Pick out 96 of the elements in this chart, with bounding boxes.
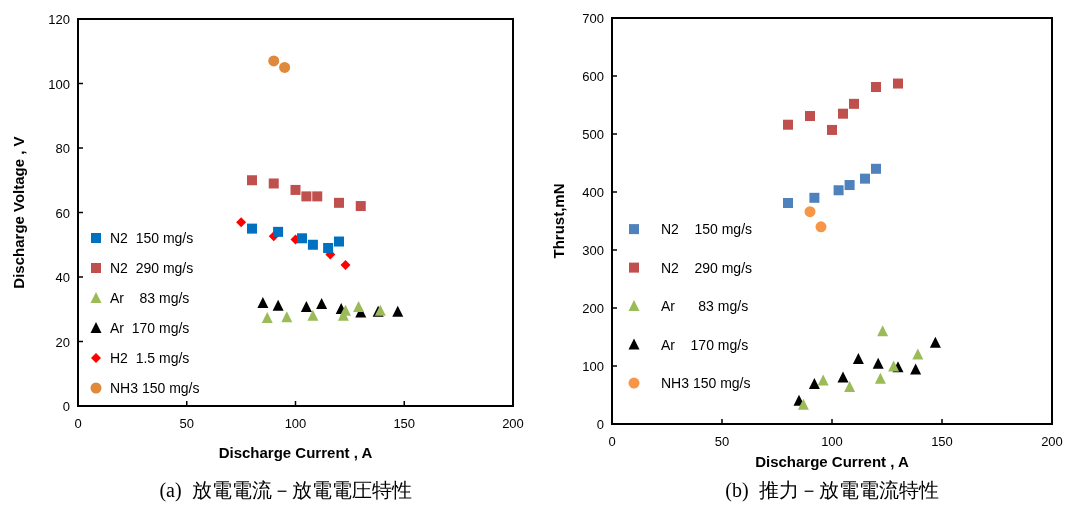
point bbox=[307, 239, 318, 250]
point bbox=[279, 61, 291, 73]
point bbox=[334, 197, 344, 208]
point bbox=[392, 305, 404, 317]
point bbox=[849, 98, 859, 109]
y-tick-label: 600 bbox=[582, 69, 604, 84]
point bbox=[355, 201, 366, 212]
point bbox=[797, 398, 809, 410]
y-axis-title: Discharge Voltage , V bbox=[10, 136, 27, 289]
point bbox=[874, 372, 886, 384]
legend-label: Ar 83 mg/s bbox=[661, 298, 749, 315]
point bbox=[340, 260, 351, 271]
point bbox=[888, 360, 900, 372]
point bbox=[301, 191, 312, 202]
point bbox=[837, 371, 849, 383]
legend-label: NH3 150 mg/s bbox=[661, 375, 751, 392]
text: (b) 推力－放電電流特性 bbox=[725, 479, 939, 502]
point bbox=[910, 363, 922, 375]
x-axis-title: Discharge Current , A bbox=[755, 453, 909, 470]
y-tick-label: 700 bbox=[582, 11, 604, 26]
point bbox=[804, 206, 816, 218]
x-tick-label: 50 bbox=[179, 416, 194, 431]
point bbox=[340, 304, 352, 316]
point bbox=[852, 353, 864, 365]
y-tick-label: 500 bbox=[582, 127, 604, 142]
legend-label: Ar 170 mg/s bbox=[661, 336, 749, 353]
x-axis-title: Discharge Current , A bbox=[218, 444, 373, 461]
point bbox=[247, 223, 257, 234]
point bbox=[268, 55, 280, 67]
point bbox=[805, 111, 815, 122]
point bbox=[268, 178, 279, 189]
point bbox=[316, 298, 328, 310]
legend-label: N2 150 mg/s bbox=[661, 221, 753, 238]
y-tick-label: 0 bbox=[62, 399, 70, 414]
x-tick-label: 0 bbox=[608, 434, 616, 449]
y-tick-label: 300 bbox=[582, 243, 604, 258]
y-tick-label: 20 bbox=[55, 334, 70, 350]
point bbox=[833, 185, 844, 196]
y-tick-label: 100 bbox=[582, 359, 604, 374]
point bbox=[783, 198, 793, 209]
point bbox=[827, 124, 837, 135]
point bbox=[783, 119, 793, 130]
point bbox=[272, 299, 284, 311]
point bbox=[312, 191, 323, 202]
x-tick-label: 100 bbox=[821, 434, 843, 449]
point bbox=[808, 377, 820, 389]
point bbox=[872, 357, 884, 369]
x-tick-label: 0 bbox=[74, 416, 82, 431]
y-tick-label: 80 bbox=[55, 141, 70, 156]
x-tick-label: 200 bbox=[502, 416, 524, 431]
x-tick-label: 50 bbox=[714, 434, 730, 449]
legend-label: NH3 150 mg/s bbox=[110, 380, 200, 396]
point bbox=[261, 311, 273, 323]
point bbox=[871, 82, 881, 93]
legend-label: N2 290 mg/s bbox=[661, 259, 753, 276]
point bbox=[353, 300, 365, 312]
y-axis-title: Thrust,mN bbox=[550, 183, 567, 259]
point bbox=[893, 78, 903, 89]
y-tick-label: 120 bbox=[48, 12, 70, 27]
point bbox=[281, 311, 293, 323]
point bbox=[844, 180, 855, 191]
x-tick-label: 100 bbox=[284, 416, 307, 431]
point bbox=[236, 217, 247, 228]
legend-label: N2 290 mg/s bbox=[110, 260, 194, 276]
y-tick-label: 200 bbox=[582, 301, 604, 316]
point bbox=[307, 309, 319, 321]
legend-label: Ar 83 mg/s bbox=[110, 290, 190, 306]
point bbox=[297, 233, 308, 244]
point bbox=[844, 380, 856, 392]
y-tick-label: 60 bbox=[55, 205, 70, 221]
point bbox=[273, 226, 284, 237]
text: (a) 放電電流－放電電圧特性 bbox=[159, 479, 412, 502]
x-tick-label: 200 bbox=[1041, 434, 1063, 449]
y-tick-label: 40 bbox=[55, 270, 70, 285]
point bbox=[929, 336, 941, 348]
y-tick-label: 400 bbox=[582, 185, 604, 200]
y-tick-label: 100 bbox=[48, 76, 70, 92]
point bbox=[815, 221, 827, 233]
point bbox=[817, 374, 829, 386]
x-tick-label: 150 bbox=[931, 434, 953, 449]
point bbox=[838, 108, 848, 119]
x-tick-label: 150 bbox=[393, 416, 416, 431]
legend-label: Ar 170 mg/s bbox=[110, 320, 190, 336]
legend-label: H2 1.5 mg/s bbox=[110, 350, 190, 366]
point bbox=[290, 184, 301, 195]
point bbox=[300, 300, 312, 312]
point bbox=[860, 173, 870, 184]
point bbox=[877, 325, 889, 337]
point bbox=[912, 348, 924, 360]
point bbox=[334, 236, 344, 247]
point bbox=[809, 192, 820, 203]
point bbox=[871, 163, 881, 174]
point bbox=[247, 175, 257, 186]
point bbox=[257, 297, 269, 309]
point bbox=[323, 242, 334, 253]
legend-label: N2 150 mg/s bbox=[110, 230, 194, 246]
